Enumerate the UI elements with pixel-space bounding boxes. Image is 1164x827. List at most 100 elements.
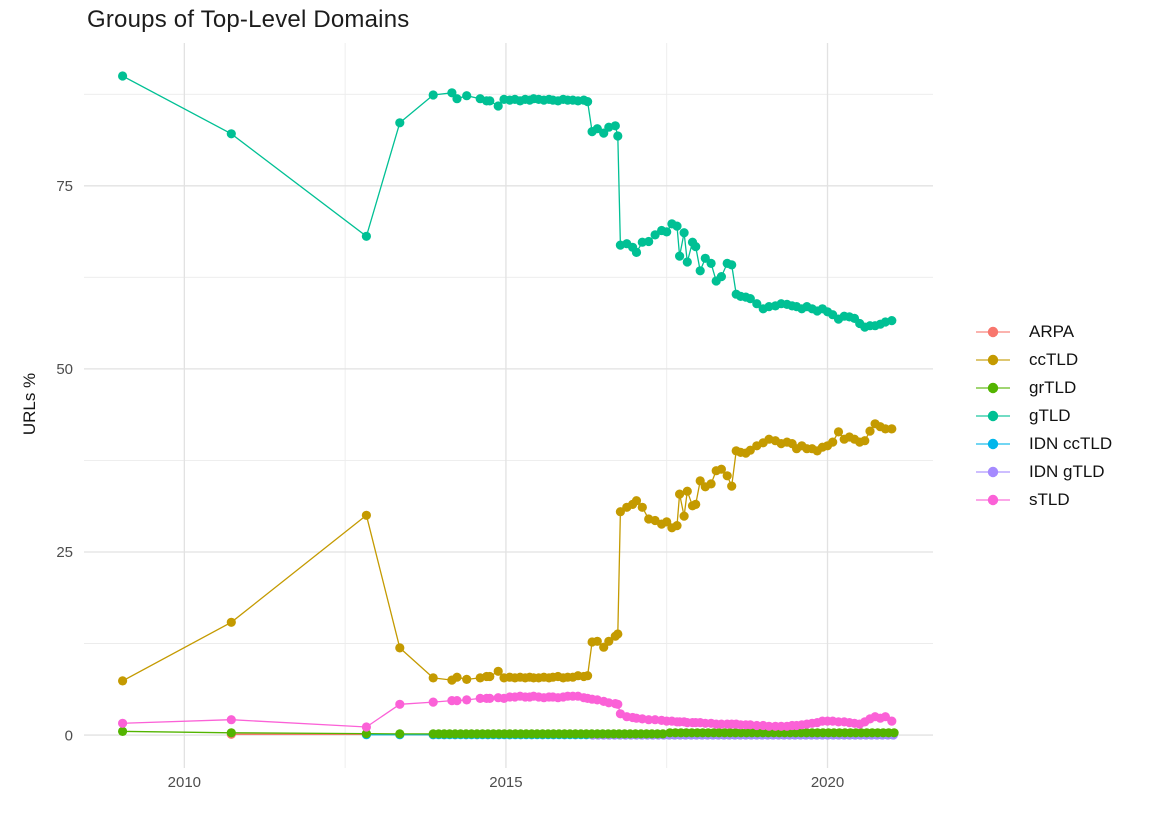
legend-item-label: grTLD <box>1029 378 1077 397</box>
series-point-gtld <box>226 129 236 139</box>
series-point-stld <box>644 715 654 725</box>
series-point-cctld <box>485 671 495 682</box>
series-point-cctld <box>637 502 647 512</box>
series-point-cctld <box>880 424 891 434</box>
legend-item-label: ccTLD <box>1029 350 1079 369</box>
series-point-gtld <box>679 228 689 238</box>
legend-item-label: gTLD <box>1029 406 1071 425</box>
series-point-cctld <box>428 673 438 683</box>
series-point-cctld <box>722 471 732 481</box>
legend-key-icon <box>976 382 1010 394</box>
legend-item-grtld: grTLD <box>976 374 1112 402</box>
legend-item-stld: sTLD <box>976 486 1112 514</box>
series-point-cctld <box>361 510 371 520</box>
series-point-stld <box>880 712 891 722</box>
legend-item-label: IDN gTLD <box>1029 462 1105 481</box>
series-point-stld <box>475 693 485 704</box>
series-point-stld <box>226 715 236 725</box>
series-point-cctld <box>727 481 737 491</box>
series-point-cctld <box>452 672 462 682</box>
legend: ARPA ccTLD grTLD gTLD IDN ccTLD IDN gTLD sTLD <box>976 318 1112 514</box>
legend-item-idn-cctld: IDN ccTLD <box>976 430 1112 458</box>
series-point-gtld <box>706 258 716 268</box>
series-point-cctld <box>662 517 672 527</box>
series-point-gtld <box>887 316 897 326</box>
legend-key-icon <box>976 438 1010 450</box>
y-tick-label: 25 <box>56 544 73 561</box>
series-point-cctld <box>679 511 689 521</box>
series-point-gtld <box>485 96 495 106</box>
legend-item-cctld: ccTLD <box>976 346 1112 374</box>
legend-item-gtld: gTLD <box>976 402 1112 430</box>
legend-item-label: IDN ccTLD <box>1029 434 1113 453</box>
legend-key-icon <box>976 494 1010 506</box>
series-point-gtld <box>452 94 462 104</box>
series-point-cctld <box>631 496 642 506</box>
series-point-gtld <box>752 299 762 309</box>
series-point-cctld <box>706 479 716 489</box>
series-point-gtld <box>662 227 672 237</box>
series-point-stld <box>764 721 774 731</box>
series-point-grtld <box>226 728 236 738</box>
series-point-gtld <box>610 121 620 131</box>
series-point-cctld <box>462 674 472 685</box>
series-point-gtld <box>395 118 405 128</box>
series-point-stld <box>485 693 495 704</box>
series-point-gtld <box>118 71 128 81</box>
series-point-stld <box>395 699 405 709</box>
series-point-gtld <box>716 272 727 282</box>
y-tick-label: 75 <box>56 178 73 195</box>
series-point-grtld <box>361 729 371 739</box>
series-point-grtld <box>889 728 899 738</box>
series-point-cctld <box>833 427 844 437</box>
legend-key-icon <box>976 326 1010 338</box>
series-point-gtld <box>675 251 685 261</box>
series-point-stld <box>887 716 897 726</box>
series-point-gtld <box>493 101 503 111</box>
series-point-grtld <box>395 729 405 739</box>
series-point-cctld <box>675 489 685 499</box>
series-point-gtld <box>613 131 623 141</box>
series-point-gtld <box>644 236 654 247</box>
series-point-grtld <box>658 729 668 739</box>
series-point-stld <box>361 722 371 732</box>
series-point-cctld <box>828 437 838 447</box>
chart-title: Groups of Top-Level Domains <box>87 6 410 33</box>
series-point-gtld <box>462 91 472 101</box>
series-point-cctld <box>691 499 701 509</box>
y-tick-label: 0 <box>65 727 73 744</box>
series-point-gtld <box>631 247 642 257</box>
series-point-gtld <box>695 266 705 276</box>
legend-item-label: sTLD <box>1029 490 1070 509</box>
series-point-gtld <box>428 90 438 100</box>
legend-key-icon <box>976 410 1010 422</box>
series-point-grtld <box>118 726 128 737</box>
series-point-cctld <box>716 464 727 474</box>
series-point-stld <box>613 699 623 709</box>
series-point-cctld <box>672 521 682 531</box>
series-point-gtld <box>592 124 602 134</box>
series-point-cctld <box>865 426 875 436</box>
series-point-stld <box>462 695 472 705</box>
series-point-gtld <box>727 260 737 270</box>
series-point-cctld <box>615 507 626 517</box>
series-point-cctld <box>226 617 236 627</box>
series-point-cctld <box>745 445 755 455</box>
x-tick-label: 2015 <box>489 774 522 791</box>
y-tick-label: 50 <box>56 361 73 378</box>
legend-item-idn-gtld: IDN gTLD <box>976 458 1112 486</box>
series-point-cctld <box>583 671 593 681</box>
x-tick-label: 2010 <box>168 774 201 791</box>
series-point-gtld <box>361 231 371 241</box>
legend-item-label: ARPA <box>1029 322 1075 341</box>
series-point-cctld <box>887 424 897 434</box>
series-point-cctld <box>493 666 503 676</box>
series-point-stld <box>428 697 438 707</box>
series-point-cctld <box>613 629 623 639</box>
series-line-gtld <box>122 75 892 328</box>
series-point-cctld <box>604 636 614 646</box>
legend-key-icon <box>976 354 1010 366</box>
legend-item-arpa: ARPA <box>976 318 1112 346</box>
